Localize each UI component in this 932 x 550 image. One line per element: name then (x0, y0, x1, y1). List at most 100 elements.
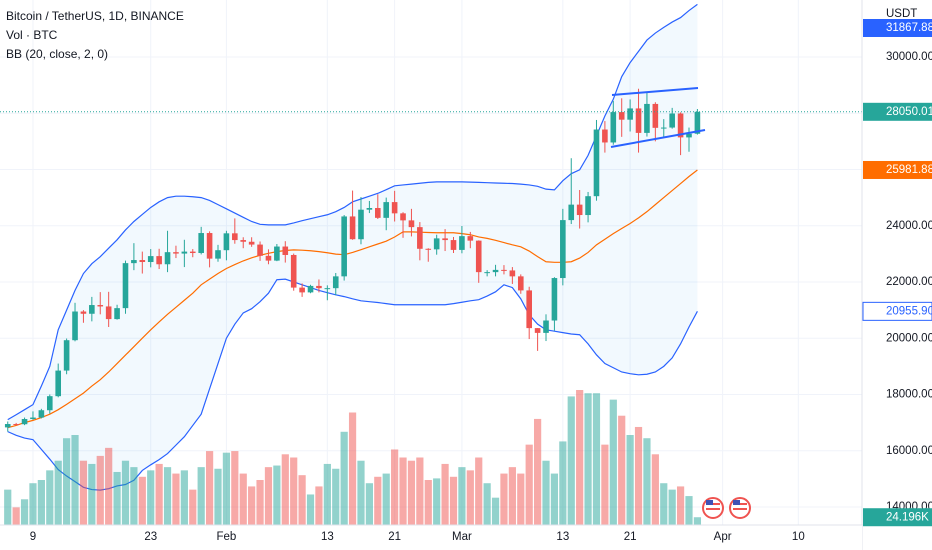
volume-bar (391, 449, 399, 525)
candle-body (543, 320, 549, 333)
candle-body (366, 208, 373, 210)
lower-band-label-box (862, 301, 932, 321)
candle-body (147, 256, 154, 263)
volume-bar (601, 444, 609, 525)
volume-bar (534, 418, 542, 525)
volume-bar (618, 415, 626, 525)
volume-bar (79, 460, 88, 525)
trend-line (611, 87, 699, 96)
volume-bar (298, 475, 306, 525)
y-tick-label: 16000.00 (886, 445, 932, 457)
volume-bar (163, 467, 172, 525)
volume-bar (323, 463, 331, 525)
candle-body (433, 238, 440, 250)
candle-body (425, 248, 432, 250)
volume-bar (634, 426, 643, 525)
volume-bar (239, 473, 247, 525)
y-tick-label: 22000.00 (886, 276, 932, 288)
x-tick-label: Feb (216, 531, 236, 543)
volume-bar (491, 497, 500, 525)
chart-title: Bitcoin / TetherUS, 1D, BINANCE (6, 9, 184, 23)
volume-bar (407, 460, 416, 525)
volume-bar (54, 460, 62, 525)
volume-bar (433, 478, 441, 525)
price-axis (862, 0, 932, 550)
volume-bar (584, 393, 592, 525)
candle-body (358, 209, 364, 240)
candle-body (602, 129, 608, 143)
candle-body (560, 220, 566, 279)
candle-body (551, 278, 558, 321)
candle-body (644, 103, 650, 133)
candle-body (232, 233, 238, 241)
candle-body (669, 113, 675, 128)
candle-body (660, 127, 667, 129)
y-tick-label: 24000.00 (886, 220, 932, 232)
candle-body (206, 233, 213, 259)
volume-bar (449, 476, 458, 525)
x-tick-label: 13 (321, 531, 334, 543)
candle-body (686, 133, 692, 138)
volume-bar (222, 452, 231, 525)
volume-bar (399, 457, 407, 525)
candle-body (13, 424, 19, 426)
volume-bar (306, 494, 315, 525)
volume-bar (626, 435, 634, 525)
volume-bar (172, 473, 180, 525)
volume-label: 24.196K (886, 511, 929, 523)
candle-body (618, 112, 625, 120)
volume-bar (508, 467, 516, 525)
candle-body (475, 240, 482, 273)
flag-stripe (733, 508, 747, 510)
candle-body (332, 276, 339, 289)
volume-bar (483, 483, 491, 525)
volume-bar (96, 455, 104, 525)
trend-line (610, 129, 706, 148)
candle-body (223, 233, 230, 251)
candle-body (189, 251, 196, 254)
candle-body (181, 251, 188, 254)
x-tick-label: 13 (556, 531, 569, 543)
candle-body (677, 113, 684, 138)
candle-body (467, 236, 474, 241)
candles (4, 88, 701, 432)
volume-bar (4, 489, 12, 525)
flag-canton (706, 500, 713, 505)
volume-bar (466, 470, 474, 525)
candle-body (341, 216, 347, 277)
volume-bar (525, 444, 533, 525)
candle-body (492, 269, 499, 273)
candle-body (89, 305, 95, 314)
candle-body (63, 340, 70, 371)
volume-bar (138, 476, 146, 525)
candle-body (593, 129, 600, 197)
candle-body (240, 240, 247, 242)
volume-bar (248, 486, 256, 525)
bands-legend: BB (20, close, 2, 0) (6, 47, 108, 61)
volume-bar (130, 467, 138, 525)
candle-body (627, 108, 633, 120)
candle-body (105, 306, 112, 320)
candle-body (509, 270, 516, 277)
volume-bar (475, 457, 483, 525)
lower-band-label: 20955.90 (886, 305, 932, 317)
candle-body (585, 196, 591, 216)
candle-body (114, 308, 120, 320)
y-tick-label: 30000.00 (886, 51, 932, 63)
volume-bar (71, 435, 79, 525)
volume-bar (517, 473, 525, 525)
volume-bar (693, 517, 702, 525)
volume-bar (63, 438, 71, 525)
candle-body (484, 272, 490, 274)
volume-bar (88, 463, 96, 525)
volume-bar (660, 483, 668, 525)
volume-bar (592, 393, 601, 525)
volume-bar (382, 473, 390, 525)
last-price-label-box (863, 102, 932, 121)
candle-body (526, 290, 532, 329)
axes: 14000.0016000.0018000.0020000.0022000.00… (30, 19, 932, 543)
volume-bar (651, 454, 659, 525)
candle-body (274, 246, 280, 261)
flag-canton (733, 500, 740, 505)
